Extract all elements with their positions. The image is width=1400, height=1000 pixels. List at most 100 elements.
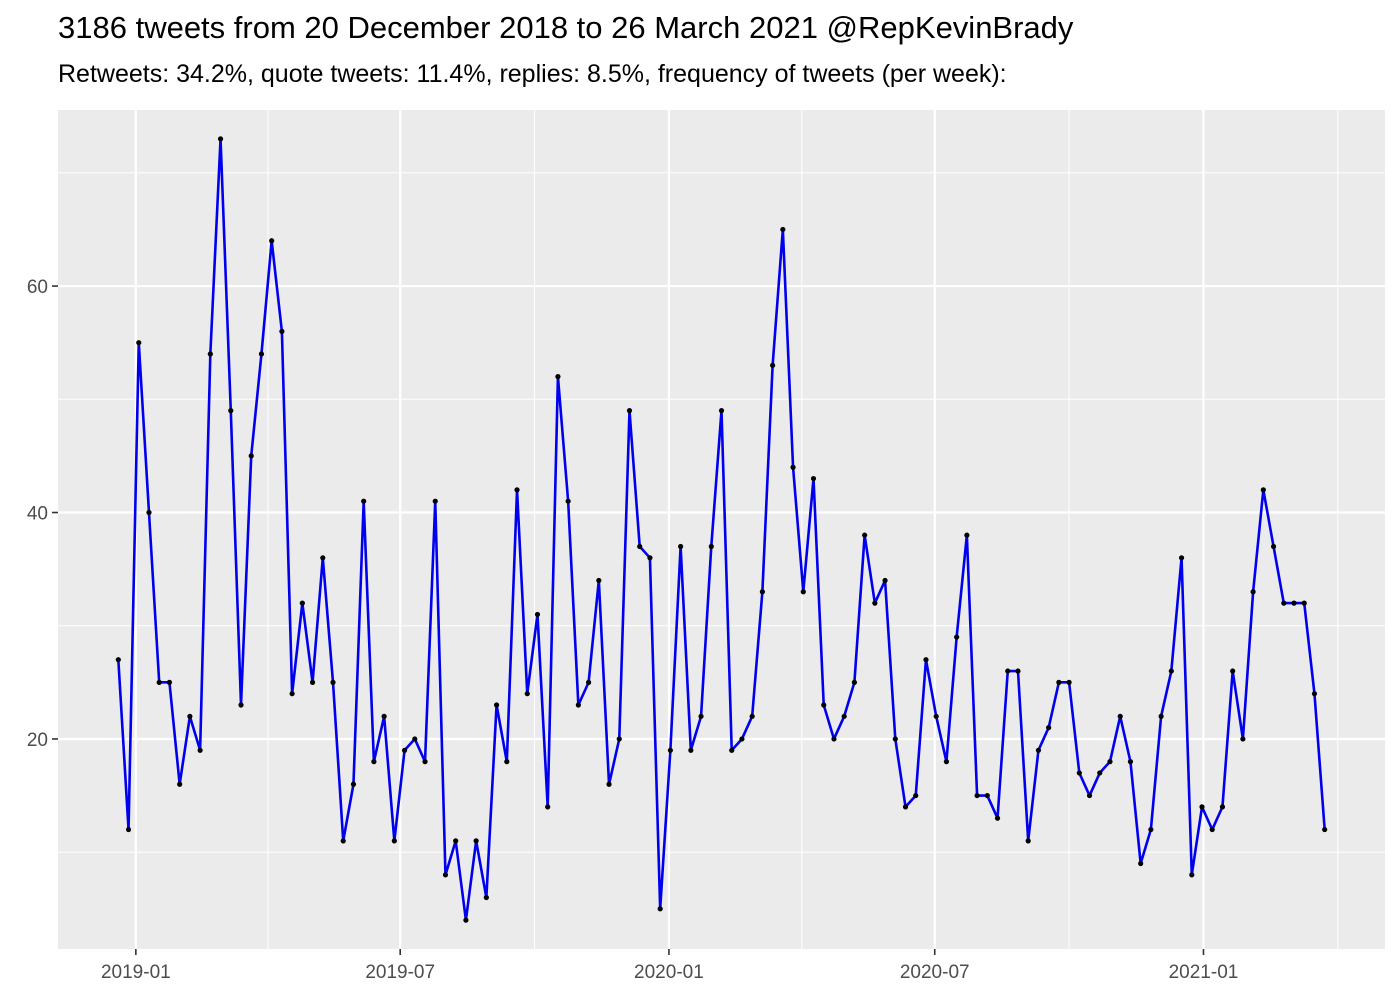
data-point <box>238 702 244 708</box>
chart-title: 3186 tweets from 20 December 2018 to 26 … <box>58 10 1074 45</box>
data-point <box>718 408 725 414</box>
y-tick-label: 60 <box>27 277 48 298</box>
data-point <box>1301 600 1307 606</box>
data-point <box>1199 804 1205 810</box>
data-point <box>1311 691 1318 697</box>
data-point <box>851 679 858 685</box>
data-point <box>729 747 735 753</box>
data-point <box>1076 770 1082 776</box>
data-point <box>412 736 418 742</box>
data-point <box>1066 679 1072 685</box>
data-point <box>136 340 142 346</box>
data-point <box>1046 725 1052 731</box>
data-point <box>678 543 684 550</box>
data-point <box>1117 713 1123 719</box>
data-point <box>667 747 673 753</box>
data-point <box>177 781 183 787</box>
data-point <box>166 679 173 685</box>
data-point <box>872 600 878 606</box>
data-point <box>1322 826 1328 833</box>
data-point <box>534 611 541 618</box>
x-tick-label: 2021-01 <box>1169 962 1239 983</box>
x-tick-label: 2019-01 <box>101 962 171 983</box>
data-point <box>146 509 152 516</box>
data-point <box>1250 589 1256 595</box>
data-point <box>1230 668 1236 674</box>
data-point <box>320 555 326 561</box>
data-point <box>442 872 449 878</box>
data-point <box>555 374 561 380</box>
data-point <box>187 713 193 719</box>
x-tick-label: 2020-01 <box>634 962 704 983</box>
data-point <box>913 792 919 799</box>
x-axis: 2019-01 2019-07 2020-01 2020-07 2021-01 <box>101 949 1238 983</box>
data-point <box>350 781 357 787</box>
data-point <box>1025 838 1031 844</box>
y-tick-label: 20 <box>27 730 48 751</box>
data-point <box>1260 487 1266 493</box>
data-point <box>1138 860 1144 867</box>
data-point <box>361 498 367 504</box>
data-point <box>1178 555 1185 561</box>
data-point <box>698 713 704 719</box>
data-point <box>749 713 755 719</box>
x-tick-label: 2020-07 <box>900 962 970 983</box>
data-point <box>504 759 510 765</box>
data-point <box>647 555 653 561</box>
data-point <box>289 691 295 697</box>
data-point <box>248 453 254 459</box>
data-point <box>1097 770 1103 776</box>
series-points-group <box>115 136 1328 923</box>
data-point <box>759 589 765 595</box>
data-point <box>279 328 285 334</box>
data-point <box>1035 747 1042 753</box>
data-point <box>739 736 745 742</box>
data-point <box>197 747 203 753</box>
data-point <box>1189 872 1195 878</box>
data-point <box>790 464 796 470</box>
data-point <box>1107 759 1113 765</box>
data-point <box>371 759 377 765</box>
data-point <box>1005 668 1011 674</box>
data-point <box>1209 826 1215 833</box>
data-point <box>340 838 346 844</box>
data-point <box>688 747 694 753</box>
data-point <box>299 600 305 606</box>
data-point <box>821 702 827 708</box>
data-point <box>1219 804 1226 810</box>
data-point <box>616 736 622 742</box>
data-point <box>401 747 408 753</box>
data-point <box>473 838 479 844</box>
data-point <box>974 792 980 799</box>
data-point <box>1056 679 1062 685</box>
data-point <box>923 657 929 663</box>
data-point <box>156 679 162 685</box>
data-point <box>269 238 275 244</box>
data-point <box>902 804 909 810</box>
data-point <box>1168 668 1174 674</box>
data-point <box>1158 713 1164 719</box>
data-point <box>943 759 950 765</box>
y-axis: 20 40 60 <box>27 277 58 751</box>
data-point <box>780 226 786 233</box>
data-point <box>892 736 898 742</box>
data-point <box>125 826 132 833</box>
data-point <box>954 634 960 640</box>
data-point <box>514 487 520 493</box>
data-point <box>330 679 336 685</box>
minor-gridlines <box>58 110 1385 949</box>
data-point <box>708 543 714 550</box>
data-point <box>1270 543 1277 550</box>
data-point <box>524 691 530 697</box>
data-point <box>994 815 1001 821</box>
data-point <box>565 498 571 504</box>
data-point <box>882 577 888 584</box>
data-point <box>606 781 612 787</box>
data-point <box>770 362 776 368</box>
data-point <box>800 589 806 595</box>
data-point <box>1148 826 1154 833</box>
data-point <box>626 408 633 414</box>
data-point <box>228 408 234 414</box>
data-point <box>575 702 581 708</box>
